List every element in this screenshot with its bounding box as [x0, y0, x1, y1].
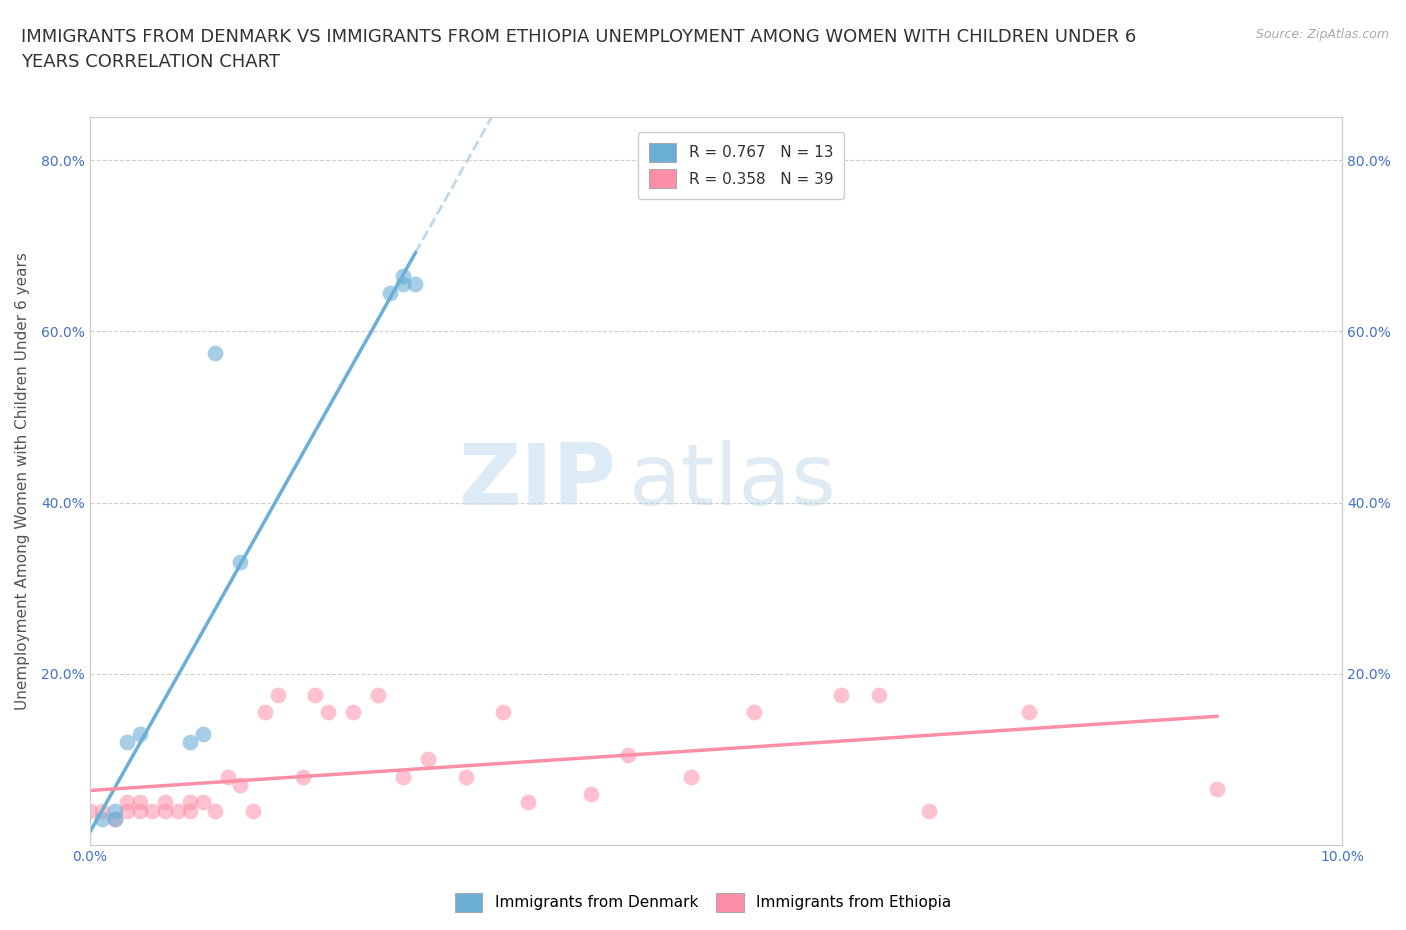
Point — [1018, 705, 1040, 720]
Legend: Immigrants from Denmark, Immigrants from Ethiopia: Immigrants from Denmark, Immigrants from… — [449, 887, 957, 918]
Point — [918, 804, 941, 818]
Point — [579, 786, 602, 801]
Point — [392, 268, 415, 283]
Point — [79, 804, 101, 818]
Point — [405, 277, 427, 292]
Text: Source: ZipAtlas.com: Source: ZipAtlas.com — [1256, 28, 1389, 41]
Point — [267, 687, 290, 702]
Point — [179, 735, 201, 750]
Point — [129, 795, 152, 810]
Point — [91, 804, 114, 818]
Point — [153, 795, 176, 810]
Point — [517, 795, 540, 810]
Point — [392, 277, 415, 292]
Y-axis label: Unemployment Among Women with Children Under 6 years: Unemployment Among Women with Children U… — [15, 252, 30, 711]
Point — [367, 687, 389, 702]
Point — [153, 804, 176, 818]
Point — [742, 705, 765, 720]
Point — [316, 705, 339, 720]
Point — [416, 752, 439, 767]
Point — [342, 705, 364, 720]
Point — [129, 804, 152, 818]
Point — [617, 748, 640, 763]
Point — [392, 769, 415, 784]
Point — [179, 795, 201, 810]
Point — [104, 812, 127, 827]
Point — [868, 687, 890, 702]
Text: atlas: atlas — [628, 440, 837, 523]
Text: IMMIGRANTS FROM DENMARK VS IMMIGRANTS FROM ETHIOPIA UNEMPLOYMENT AMONG WOMEN WIT: IMMIGRANTS FROM DENMARK VS IMMIGRANTS FR… — [21, 28, 1136, 71]
Point — [1206, 782, 1229, 797]
Point — [129, 726, 152, 741]
Point — [117, 795, 139, 810]
Point — [204, 804, 226, 818]
Point — [117, 735, 139, 750]
Point — [291, 769, 314, 784]
Point — [254, 705, 277, 720]
Point — [191, 795, 214, 810]
Point — [91, 812, 114, 827]
Point — [166, 804, 188, 818]
Point — [141, 804, 163, 818]
Point — [830, 687, 852, 702]
Point — [117, 804, 139, 818]
Point — [217, 769, 239, 784]
Point — [229, 777, 252, 792]
Point — [179, 804, 201, 818]
Point — [242, 804, 264, 818]
Legend: R = 0.767   N = 13, R = 0.358   N = 39: R = 0.767 N = 13, R = 0.358 N = 39 — [638, 132, 844, 198]
Point — [679, 769, 702, 784]
Point — [229, 555, 252, 570]
Point — [380, 286, 402, 300]
Point — [304, 687, 326, 702]
Point — [204, 345, 226, 360]
Point — [104, 804, 127, 818]
Point — [104, 812, 127, 827]
Point — [454, 769, 477, 784]
Text: ZIP: ZIP — [458, 440, 616, 523]
Point — [191, 726, 214, 741]
Point — [492, 705, 515, 720]
